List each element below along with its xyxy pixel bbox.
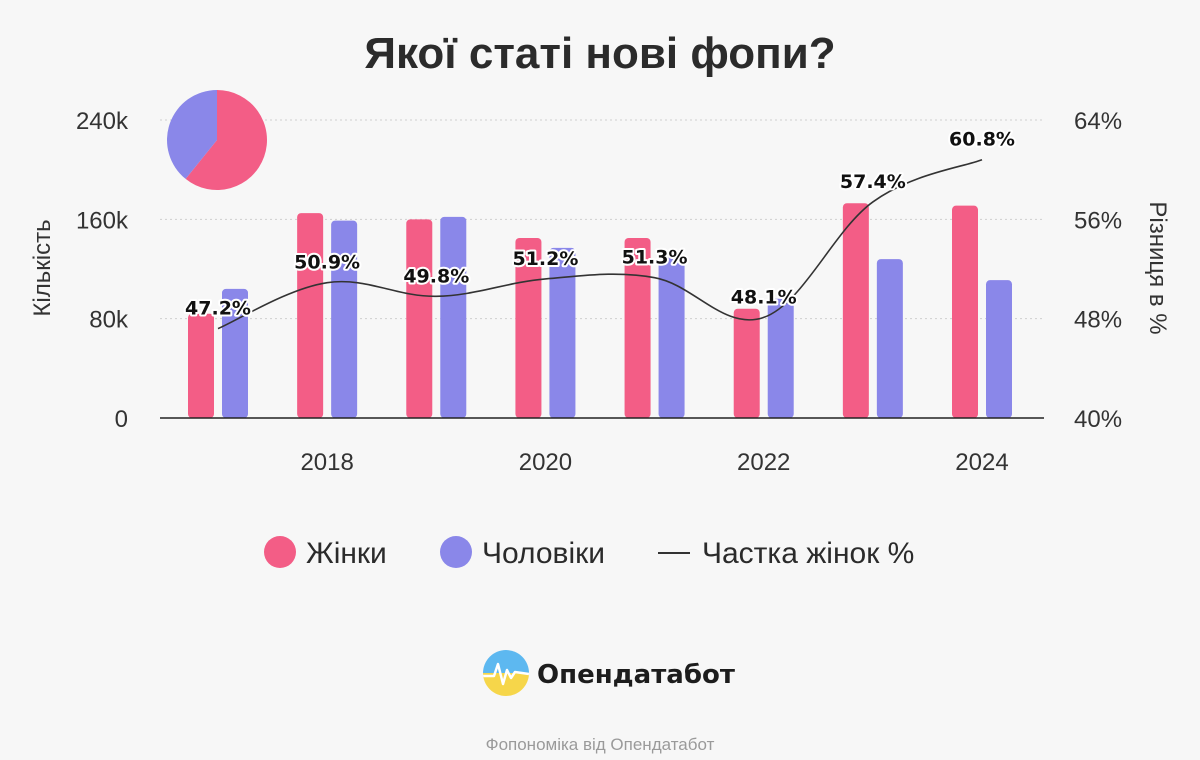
legend-item-share: Частка жінок % bbox=[658, 537, 914, 570]
grid-lines bbox=[160, 119, 1044, 320]
brand-name: Опендатабот bbox=[537, 660, 735, 690]
share-data-label: 60.8% bbox=[949, 129, 1015, 151]
share-data-label: 47.2% bbox=[185, 298, 251, 320]
bar-women bbox=[624, 237, 651, 418]
bar-men bbox=[440, 216, 467, 418]
legend-women-label: Жінки bbox=[306, 537, 387, 570]
left-tick-label: 0 bbox=[115, 406, 128, 433]
x-tick-label: 2020 bbox=[519, 449, 572, 476]
left-tick-label: 80k bbox=[89, 307, 129, 334]
right-axis-title: Різниця в % bbox=[1144, 201, 1171, 334]
x-tick-label: 2022 bbox=[737, 449, 790, 476]
right-y-axis: 40% 48% 56% 64% bbox=[1074, 108, 1122, 433]
pie-slice-women bbox=[185, 90, 268, 190]
right-tick-label: 56% bbox=[1074, 207, 1122, 234]
left-tick-label: 160k bbox=[76, 207, 129, 234]
bar-men bbox=[767, 298, 794, 418]
share-data-labels: 47.2% 50.9% 49.8% 51.2% 51.3% 48.1% 57.4% 60.8% bbox=[183, 127, 1017, 322]
share-data-label: 48.1% bbox=[731, 286, 797, 308]
x-tick-label: 2018 bbox=[300, 449, 353, 476]
share-data-label: 50.9% bbox=[294, 252, 360, 274]
legend-men-label: Чоловіки bbox=[482, 537, 605, 570]
x-tick-label: 2024 bbox=[955, 449, 1008, 476]
inset-pie-chart bbox=[167, 89, 268, 190]
brand: Опендатабот bbox=[483, 650, 735, 696]
bar-men bbox=[549, 247, 576, 418]
legend-share-label: Частка жінок % bbox=[702, 537, 914, 570]
left-axis-title: Кількість bbox=[29, 219, 56, 316]
x-axis: 2018 2020 2022 2024 bbox=[300, 449, 1008, 476]
bars bbox=[188, 203, 1012, 418]
share-data-label: 57.4% bbox=[840, 171, 906, 193]
bar-women bbox=[952, 205, 978, 418]
bar-women bbox=[188, 313, 214, 418]
legend: Жінки Чоловіки Частка жінок % bbox=[264, 536, 914, 570]
bar-women bbox=[297, 213, 324, 418]
bar-women bbox=[733, 308, 760, 418]
chart-title: Якої статі нові фопи? bbox=[364, 29, 835, 78]
share-data-label: 51.3% bbox=[622, 247, 688, 269]
bar-men bbox=[222, 288, 248, 418]
left-y-axis: 0 80k 160k 240k bbox=[76, 108, 129, 433]
bar-men bbox=[331, 220, 358, 418]
share-data-label: 51.2% bbox=[512, 248, 578, 270]
bar-men bbox=[658, 256, 685, 418]
right-tick-label: 64% bbox=[1074, 108, 1122, 135]
left-tick-label: 240k bbox=[76, 108, 129, 135]
bar-men bbox=[986, 280, 1012, 418]
legend-item-women: Жінки bbox=[264, 536, 387, 570]
share-line-series bbox=[217, 158, 983, 330]
opendatabot-logo-icon bbox=[483, 650, 529, 696]
bar-women bbox=[842, 203, 869, 418]
right-tick-label: 40% bbox=[1074, 406, 1122, 433]
right-tick-label: 48% bbox=[1074, 307, 1122, 334]
share-line bbox=[217, 158, 983, 330]
share-data-label: 49.8% bbox=[403, 265, 469, 287]
legend-men-marker bbox=[440, 536, 472, 568]
bar-men bbox=[876, 259, 903, 418]
bar-women bbox=[406, 219, 433, 418]
pie-slice-men bbox=[167, 89, 217, 179]
legend-women-marker bbox=[264, 536, 296, 568]
footer-credit: Фопономіка від Опендатабот bbox=[486, 735, 715, 754]
legend-item-men: Чоловіки bbox=[440, 536, 605, 570]
